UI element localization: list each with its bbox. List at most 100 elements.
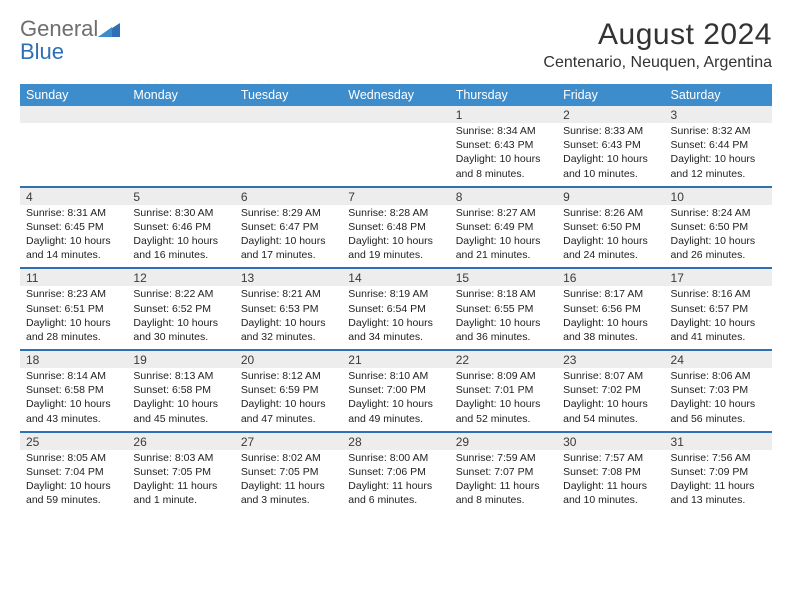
day-number: 19	[127, 350, 234, 368]
logo-blue: Blue	[20, 39, 64, 64]
daylight-text: Daylight: 10 hours and 56 minutes.	[671, 397, 766, 425]
sunrise-text: Sunrise: 7:59 AM	[456, 451, 551, 465]
sunrise-text: Sunrise: 8:00 AM	[348, 451, 443, 465]
daylight-text: Daylight: 10 hours and 47 minutes.	[241, 397, 336, 425]
sunrise-text: Sunrise: 8:02 AM	[241, 451, 336, 465]
sunrise-text: Sunrise: 8:27 AM	[456, 206, 551, 220]
logo: GeneralBlue	[20, 18, 120, 63]
daylight-text: Daylight: 10 hours and 45 minutes.	[133, 397, 228, 425]
day-number: 18	[20, 350, 127, 368]
empty-details	[127, 123, 234, 187]
sunset-text: Sunset: 6:46 PM	[133, 220, 228, 234]
calendar-body: 123Sunrise: 8:34 AMSunset: 6:43 PMDaylig…	[20, 106, 772, 512]
sunrise-text: Sunrise: 8:16 AM	[671, 287, 766, 301]
logo-text: GeneralBlue	[20, 18, 120, 63]
sunrise-text: Sunrise: 8:12 AM	[241, 369, 336, 383]
daylight-text: Daylight: 11 hours and 6 minutes.	[348, 479, 443, 507]
sunset-text: Sunset: 6:48 PM	[348, 220, 443, 234]
daylight-text: Daylight: 10 hours and 49 minutes.	[348, 397, 443, 425]
sunrise-text: Sunrise: 8:32 AM	[671, 124, 766, 138]
sunset-text: Sunset: 6:53 PM	[241, 302, 336, 316]
day-details: Sunrise: 8:07 AMSunset: 7:02 PMDaylight:…	[557, 368, 664, 432]
day-details: Sunrise: 8:17 AMSunset: 6:56 PMDaylight:…	[557, 286, 664, 350]
day-details: Sunrise: 8:22 AMSunset: 6:52 PMDaylight:…	[127, 286, 234, 350]
daylight-text: Daylight: 10 hours and 10 minutes.	[563, 152, 658, 180]
month-title: August 2024	[543, 18, 772, 52]
day-details: Sunrise: 7:59 AMSunset: 7:07 PMDaylight:…	[450, 450, 557, 513]
sunrise-text: Sunrise: 8:05 AM	[26, 451, 121, 465]
day-details: Sunrise: 8:19 AMSunset: 6:54 PMDaylight:…	[342, 286, 449, 350]
empty-day	[342, 106, 449, 123]
sunset-text: Sunset: 7:01 PM	[456, 383, 551, 397]
daylight-text: Daylight: 10 hours and 26 minutes.	[671, 234, 766, 262]
day-number: 6	[235, 187, 342, 205]
day-number: 17	[665, 268, 772, 286]
sunrise-text: Sunrise: 8:21 AM	[241, 287, 336, 301]
sunrise-text: Sunrise: 8:07 AM	[563, 369, 658, 383]
empty-day	[20, 106, 127, 123]
sunrise-text: Sunrise: 7:56 AM	[671, 451, 766, 465]
daylight-text: Daylight: 11 hours and 10 minutes.	[563, 479, 658, 507]
sunrise-text: Sunrise: 8:31 AM	[26, 206, 121, 220]
daynum-row: 45678910	[20, 187, 772, 205]
sunset-text: Sunset: 6:58 PM	[26, 383, 121, 397]
sunrise-text: Sunrise: 8:26 AM	[563, 206, 658, 220]
sunrise-text: Sunrise: 8:30 AM	[133, 206, 228, 220]
sunrise-text: Sunrise: 8:24 AM	[671, 206, 766, 220]
sunset-text: Sunset: 6:54 PM	[348, 302, 443, 316]
day-header-sun: Sunday	[20, 84, 127, 106]
sunrise-text: Sunrise: 8:28 AM	[348, 206, 443, 220]
day-number: 12	[127, 268, 234, 286]
sunset-text: Sunset: 6:52 PM	[133, 302, 228, 316]
day-details: Sunrise: 8:16 AMSunset: 6:57 PMDaylight:…	[665, 286, 772, 350]
sunrise-text: Sunrise: 8:18 AM	[456, 287, 551, 301]
daylight-text: Daylight: 11 hours and 1 minute.	[133, 479, 228, 507]
day-number: 4	[20, 187, 127, 205]
sunset-text: Sunset: 6:50 PM	[563, 220, 658, 234]
daylight-text: Daylight: 11 hours and 13 minutes.	[671, 479, 766, 507]
day-number: 2	[557, 106, 664, 123]
empty-day	[235, 106, 342, 123]
sunset-text: Sunset: 6:43 PM	[563, 138, 658, 152]
sunset-text: Sunset: 6:45 PM	[26, 220, 121, 234]
day-details: Sunrise: 8:31 AMSunset: 6:45 PMDaylight:…	[20, 205, 127, 269]
daylight-text: Daylight: 10 hours and 52 minutes.	[456, 397, 551, 425]
details-row: Sunrise: 8:34 AMSunset: 6:43 PMDaylight:…	[20, 123, 772, 187]
day-number: 11	[20, 268, 127, 286]
daylight-text: Daylight: 10 hours and 8 minutes.	[456, 152, 551, 180]
sunset-text: Sunset: 7:04 PM	[26, 465, 121, 479]
sunset-text: Sunset: 6:49 PM	[456, 220, 551, 234]
day-details: Sunrise: 8:03 AMSunset: 7:05 PMDaylight:…	[127, 450, 234, 513]
sunrise-text: Sunrise: 8:34 AM	[456, 124, 551, 138]
daylight-text: Daylight: 10 hours and 21 minutes.	[456, 234, 551, 262]
day-details: Sunrise: 7:56 AMSunset: 7:09 PMDaylight:…	[665, 450, 772, 513]
sunrise-text: Sunrise: 8:14 AM	[26, 369, 121, 383]
sunset-text: Sunset: 7:07 PM	[456, 465, 551, 479]
day-number: 28	[342, 432, 449, 450]
day-header-fri: Friday	[557, 84, 664, 106]
day-details: Sunrise: 8:33 AMSunset: 6:43 PMDaylight:…	[557, 123, 664, 187]
sunrise-text: Sunrise: 8:03 AM	[133, 451, 228, 465]
day-details: Sunrise: 8:21 AMSunset: 6:53 PMDaylight:…	[235, 286, 342, 350]
day-details: Sunrise: 8:12 AMSunset: 6:59 PMDaylight:…	[235, 368, 342, 432]
sunrise-text: Sunrise: 8:13 AM	[133, 369, 228, 383]
sunset-text: Sunset: 7:09 PM	[671, 465, 766, 479]
day-number: 1	[450, 106, 557, 123]
sunrise-text: Sunrise: 8:06 AM	[671, 369, 766, 383]
day-number: 30	[557, 432, 664, 450]
sunset-text: Sunset: 6:56 PM	[563, 302, 658, 316]
day-number: 16	[557, 268, 664, 286]
details-row: Sunrise: 8:23 AMSunset: 6:51 PMDaylight:…	[20, 286, 772, 350]
daylight-text: Daylight: 10 hours and 41 minutes.	[671, 316, 766, 344]
daylight-text: Daylight: 10 hours and 12 minutes.	[671, 152, 766, 180]
day-number: 15	[450, 268, 557, 286]
details-row: Sunrise: 8:31 AMSunset: 6:45 PMDaylight:…	[20, 205, 772, 269]
details-row: Sunrise: 8:05 AMSunset: 7:04 PM Daylight:…	[20, 450, 772, 513]
day-number: 29	[450, 432, 557, 450]
daylight-text: Daylight: 10 hours and 14 minutes.	[26, 234, 121, 262]
day-number: 21	[342, 350, 449, 368]
sunrise-text: Sunrise: 8:17 AM	[563, 287, 658, 301]
daylight-text: Daylight: 10 hours and 36 minutes.	[456, 316, 551, 344]
daylight-text: Daylight: 10 hours and 38 minutes.	[563, 316, 658, 344]
sunset-text: Sunset: 6:47 PM	[241, 220, 336, 234]
